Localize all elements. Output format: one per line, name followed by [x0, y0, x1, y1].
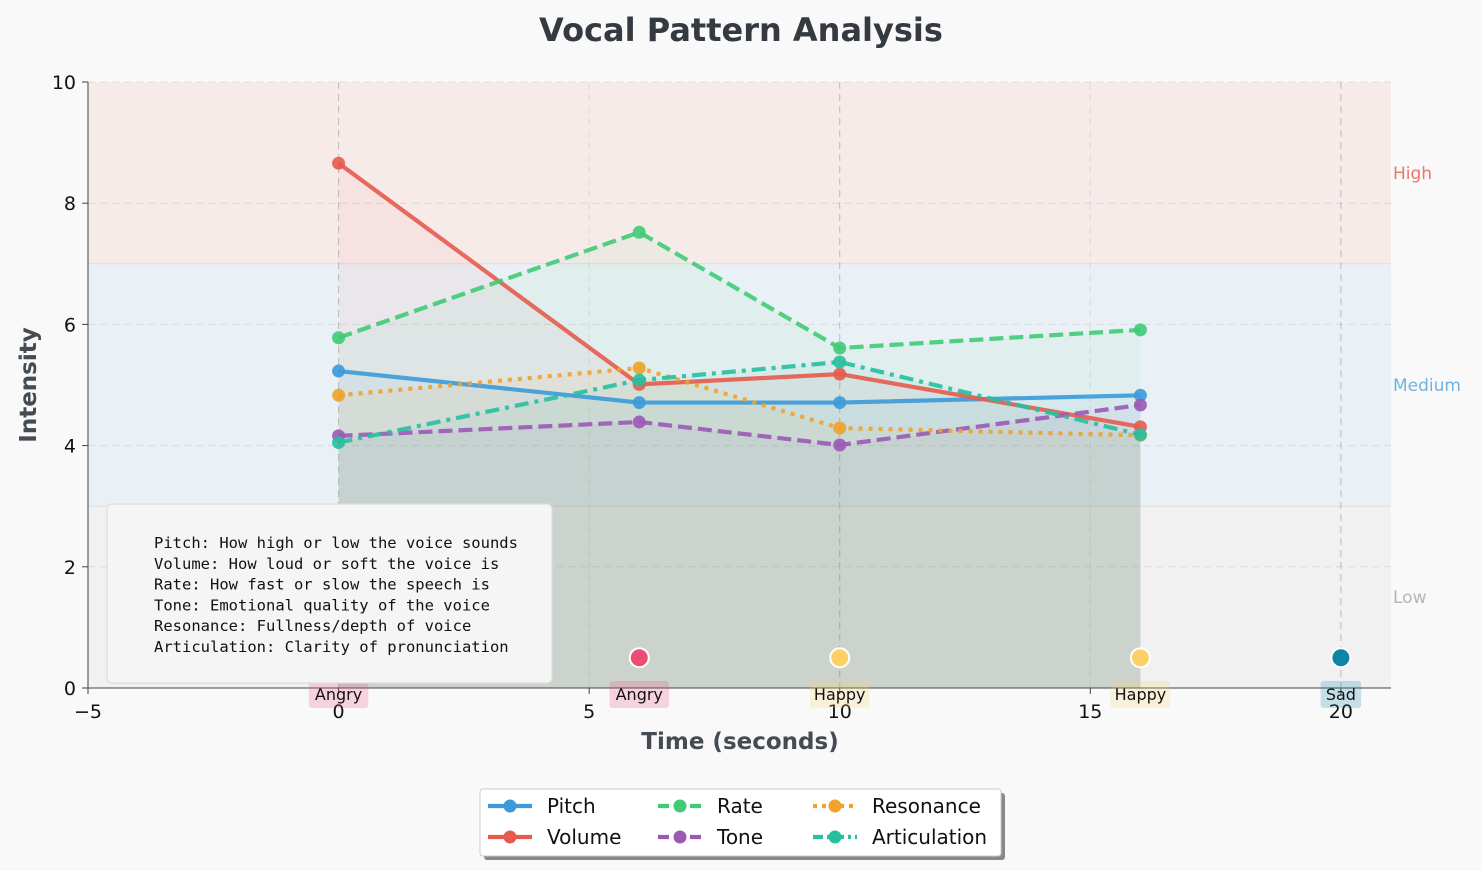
- series-line-tone: [338, 402, 1141, 448]
- point-pitch: [833, 396, 847, 410]
- zone-high: [88, 82, 1391, 264]
- emotion-label: Happy: [814, 685, 866, 704]
- emotion-label: Angry: [315, 685, 362, 704]
- x-tick-label: −5: [74, 701, 102, 723]
- emotion-label: Sad: [1326, 685, 1356, 704]
- point-tone: [833, 438, 847, 452]
- emotion-label-bg: [1320, 681, 1362, 708]
- x-axis-label: Time (seconds): [641, 729, 838, 755]
- zone-label-high: High: [1393, 164, 1432, 184]
- emotion-label: Happy: [1115, 685, 1167, 704]
- point-resonance: [833, 421, 847, 435]
- y-tick-label: 4: [64, 436, 76, 458]
- point-articulation: [332, 436, 346, 450]
- x-tick-label: 15: [1078, 701, 1102, 723]
- y-tick-label: 6: [64, 314, 76, 336]
- emotion-label-bg: [809, 681, 870, 708]
- emotion-marker-happy: [1129, 647, 1151, 669]
- y-axis-label: Intensity: [16, 327, 42, 442]
- x-tick-label: 20: [1329, 701, 1353, 723]
- x-tick-label: 0: [333, 701, 345, 723]
- zone-label-medium: Medium: [1393, 376, 1461, 396]
- legend-label-volume: Volume: [547, 825, 621, 849]
- definitions-box: Pitch: How high or low the voice sounds V…: [106, 503, 553, 684]
- point-articulation: [632, 373, 646, 387]
- definition-line: Rate: How fast or slow the speech is: [154, 576, 490, 594]
- point-pitch: [632, 396, 646, 410]
- legend: Pitch Volume Rate Tone Resonance Articulation: [479, 788, 1005, 860]
- definitions-box-background: [106, 503, 553, 684]
- point-pitch: [1133, 388, 1147, 402]
- definition-line: Resonance: Fullness/depth of voice: [154, 617, 471, 635]
- point-volume: [833, 367, 847, 381]
- emotion-label: Angry: [616, 685, 663, 704]
- y-tick-label: 2: [64, 557, 76, 579]
- definition-line: Articulation: Clarity of pronunciation: [154, 638, 509, 656]
- zone-medium: [88, 263, 1391, 507]
- emotion-label-bg: [609, 681, 670, 708]
- point-volume: [332, 156, 346, 170]
- legend-marker-articulation: [828, 830, 842, 844]
- point-tone: [1133, 398, 1147, 412]
- legend-marker-volume: [503, 830, 517, 844]
- point-rate: [1133, 323, 1147, 337]
- legend-box: [479, 788, 1002, 857]
- y-tick-label: 0: [64, 678, 76, 700]
- emotion-marker-happy: [829, 647, 851, 669]
- emotion-label-bg: [1110, 681, 1171, 708]
- point-articulation: [1133, 428, 1147, 442]
- series-line-rate: [337, 230, 1141, 351]
- x-tick-label: 5: [583, 701, 595, 723]
- legend-marker-rate: [673, 799, 687, 813]
- point-tone: [632, 415, 646, 429]
- definition-line: Volume: How loud or soft the voice is: [154, 555, 499, 573]
- chart-title: Vocal Pattern Analysis: [539, 11, 943, 49]
- y-tick-label: 10: [52, 72, 76, 94]
- legend-marker-pitch: [503, 799, 517, 813]
- emotion-marker-angry: [628, 647, 650, 669]
- series-lines: [332, 156, 1147, 452]
- point-resonance: [632, 361, 646, 375]
- point-pitch: [332, 364, 346, 378]
- x-tick-label: 10: [828, 701, 852, 723]
- point-rate: [332, 331, 346, 345]
- definition-line: Pitch: How high or low the voice sounds: [154, 534, 518, 552]
- series-line-articulation: [338, 359, 1141, 445]
- emotion-label-bg: [308, 681, 369, 708]
- series-line-resonance: [338, 365, 1141, 438]
- legend-marker-resonance: [828, 799, 842, 813]
- legend-label-articulation: Articulation: [872, 825, 987, 849]
- legend-label-resonance: Resonance: [872, 794, 981, 818]
- legend-label-rate: Rate: [717, 794, 763, 818]
- zone-label-low: Low: [1393, 588, 1427, 608]
- definition-line: Tone: Emotional quality of the voice: [154, 596, 490, 614]
- point-resonance: [332, 388, 346, 402]
- emotion-marker-sad: [1330, 647, 1352, 669]
- point-rate: [833, 341, 847, 355]
- point-rate: [632, 225, 646, 239]
- point-articulation: [833, 355, 847, 369]
- y-tick-label: 8: [64, 193, 76, 215]
- legend-label-pitch: Pitch: [547, 794, 596, 818]
- legend-label-tone: Tone: [716, 825, 763, 849]
- legend-marker-tone: [673, 830, 687, 844]
